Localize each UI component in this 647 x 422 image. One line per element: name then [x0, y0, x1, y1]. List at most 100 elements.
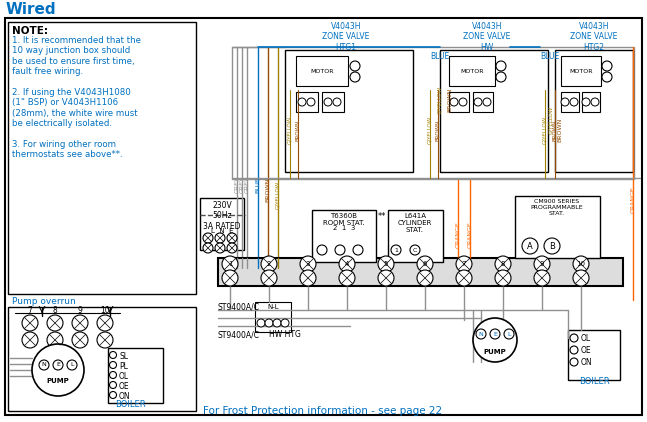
Circle shape — [298, 98, 306, 106]
Text: MOTOR: MOTOR — [311, 68, 334, 73]
Bar — [388, 210, 443, 262]
Text: 10: 10 — [100, 306, 110, 315]
Circle shape — [109, 352, 116, 359]
Text: ORANGE: ORANGE — [630, 187, 635, 214]
Text: SL: SL — [119, 352, 128, 361]
Circle shape — [97, 332, 113, 348]
Text: MOTOR: MOTOR — [569, 68, 593, 73]
Text: N: N — [479, 332, 483, 336]
Text: CM900 SERIES
PROGRAMMABLE
STAT.: CM900 SERIES PROGRAMMABLE STAT. — [531, 199, 584, 216]
Circle shape — [495, 256, 511, 272]
Circle shape — [544, 238, 560, 254]
Circle shape — [339, 256, 355, 272]
Text: BLUE: BLUE — [256, 177, 261, 193]
Bar — [473, 92, 493, 112]
Text: 9: 9 — [540, 261, 544, 267]
Circle shape — [72, 332, 88, 348]
Bar — [296, 92, 318, 112]
Circle shape — [72, 315, 88, 331]
Circle shape — [573, 270, 589, 286]
Text: L: L — [507, 332, 510, 336]
Circle shape — [450, 98, 458, 106]
Text: T6360B
ROOM STAT.: T6360B ROOM STAT. — [323, 213, 365, 226]
Text: PL: PL — [119, 362, 128, 371]
Circle shape — [335, 245, 345, 255]
Circle shape — [215, 243, 225, 253]
Circle shape — [203, 243, 213, 253]
Circle shape — [300, 256, 316, 272]
Circle shape — [459, 98, 467, 106]
Text: G/YELLOW: G/YELLOW — [542, 116, 547, 144]
Circle shape — [215, 233, 225, 243]
Circle shape — [534, 270, 550, 286]
Bar — [515, 196, 600, 258]
Circle shape — [227, 243, 237, 253]
Bar — [255, 302, 291, 332]
Circle shape — [417, 270, 433, 286]
Text: BOILER: BOILER — [578, 377, 609, 386]
Text: Wired: Wired — [6, 2, 57, 17]
Text: 1: 1 — [228, 261, 232, 267]
Circle shape — [281, 319, 289, 327]
Bar — [285, 50, 413, 172]
Circle shape — [109, 381, 116, 389]
Text: BROWN: BROWN — [558, 118, 562, 142]
Text: 1. It is recommended that the
10 way junction box should
be used to ensure first: 1. It is recommended that the 10 way jun… — [12, 36, 141, 160]
Text: B: B — [549, 241, 555, 251]
Circle shape — [570, 334, 578, 342]
Text: 4: 4 — [345, 261, 349, 267]
Circle shape — [456, 256, 472, 272]
Text: N: N — [41, 362, 47, 368]
Text: HW HTG: HW HTG — [269, 330, 301, 339]
Bar — [582, 92, 600, 112]
Circle shape — [222, 270, 238, 286]
Circle shape — [22, 332, 38, 348]
Text: BLUE: BLUE — [540, 52, 559, 61]
Circle shape — [300, 270, 316, 286]
Text: G/YELLOW: G/YELLOW — [437, 86, 443, 114]
Bar — [449, 56, 495, 86]
Circle shape — [324, 98, 332, 106]
Text: 3: 3 — [306, 261, 311, 267]
Circle shape — [47, 332, 63, 348]
Circle shape — [273, 319, 281, 327]
Text: C: C — [413, 247, 417, 252]
Circle shape — [534, 256, 550, 272]
Text: BROWN: BROWN — [448, 88, 452, 112]
Circle shape — [261, 270, 277, 286]
Circle shape — [22, 315, 38, 331]
Circle shape — [350, 72, 360, 82]
Text: OE: OE — [119, 382, 129, 391]
Circle shape — [570, 358, 578, 366]
Text: 2: 2 — [267, 261, 271, 267]
Bar — [312, 210, 376, 262]
Circle shape — [490, 329, 500, 339]
Circle shape — [378, 270, 394, 286]
Circle shape — [67, 360, 77, 370]
Bar — [555, 50, 633, 172]
Circle shape — [570, 98, 578, 106]
Text: A: A — [527, 241, 533, 251]
Text: ON: ON — [119, 392, 131, 401]
Text: For Frost Protection information - see page 22: For Frost Protection information - see p… — [203, 406, 443, 416]
Text: V4043H
ZONE VALVE
HTG2: V4043H ZONE VALVE HTG2 — [570, 22, 618, 52]
Circle shape — [265, 319, 273, 327]
Text: BROWN: BROWN — [553, 119, 558, 141]
Bar — [8, 307, 196, 411]
Text: GREY: GREY — [234, 176, 239, 193]
Text: 7: 7 — [462, 261, 466, 267]
Bar — [296, 56, 348, 86]
Text: ST9400A/C: ST9400A/C — [218, 330, 260, 339]
Text: 8: 8 — [501, 261, 505, 267]
Circle shape — [378, 256, 394, 272]
Circle shape — [496, 61, 506, 71]
Circle shape — [456, 270, 472, 286]
Text: NOTE:: NOTE: — [12, 26, 48, 36]
Bar — [232, 47, 634, 179]
Bar — [449, 92, 469, 112]
Circle shape — [473, 318, 517, 362]
Text: **: ** — [378, 212, 386, 221]
Text: ORANGE: ORANGE — [468, 222, 472, 249]
Circle shape — [257, 319, 265, 327]
Text: PUMP: PUMP — [483, 349, 507, 355]
